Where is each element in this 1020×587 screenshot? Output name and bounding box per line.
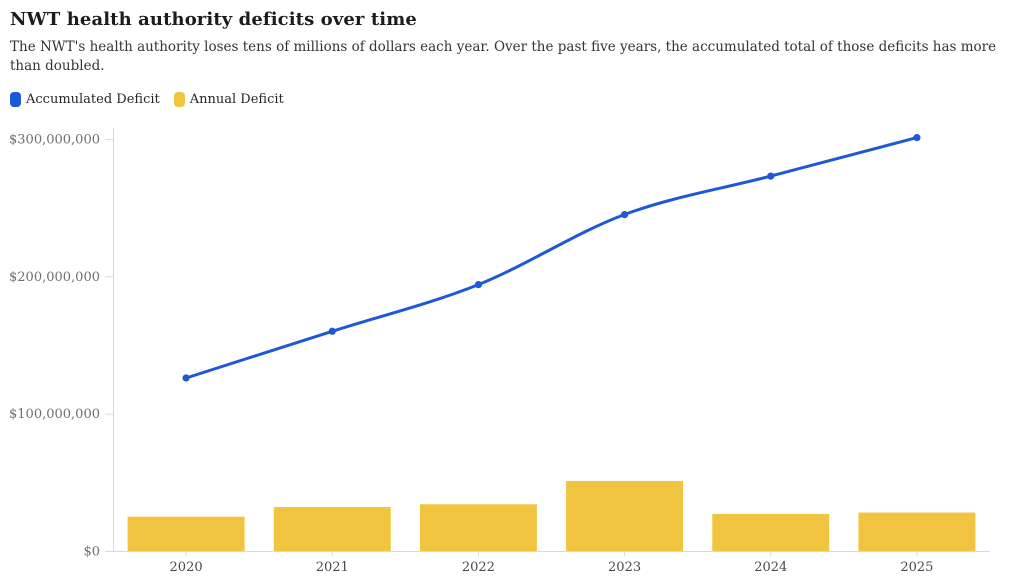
x-axis-label-2025: 2025 — [900, 560, 933, 575]
legend-item-annual-deficit: Annual Deficit — [173, 92, 284, 107]
accumulated-deficit-point-2021[interactable] — [328, 327, 336, 335]
chart-subtitle: The NWT's health authority loses tens of… — [10, 39, 997, 74]
annual-deficit-bar-2020[interactable] — [127, 516, 245, 551]
y-axis-label: $100,000,000 — [9, 407, 100, 422]
annual-deficit-bar-2024[interactable] — [712, 513, 830, 551]
legend-swatch-accumulated-icon — [10, 92, 21, 107]
y-axis-label: $0 — [83, 544, 100, 559]
y-axis-label: $200,000,000 — [9, 270, 100, 285]
legend-label-accumulated: Accumulated Deficit — [26, 92, 160, 107]
chart-title: NWT health authority deficits over time — [10, 9, 417, 30]
accumulated-deficit-point-2023[interactable] — [620, 210, 629, 219]
legend-label-annual: Annual Deficit — [189, 92, 284, 107]
legend-item-accumulated-deficit: Accumulated Deficit — [10, 92, 160, 107]
annual-deficit-bar-2021[interactable] — [273, 507, 391, 551]
x-axis-label-2023: 2023 — [608, 560, 641, 575]
annual-deficit-bar-2022[interactable] — [419, 504, 537, 551]
annual-deficit-bar-2023[interactable] — [566, 480, 684, 551]
x-axis-label-2021: 2021 — [316, 560, 349, 575]
annual-deficit-bar-2025[interactable] — [858, 512, 976, 551]
x-axis-label-2022: 2022 — [462, 560, 495, 575]
chart-legend: Accumulated Deficit Annual Deficit — [10, 92, 284, 107]
y-axis-label: $300,000,000 — [9, 132, 100, 147]
legend-swatch-annual-icon — [173, 92, 185, 107]
accumulated-deficit-point-2022[interactable] — [474, 280, 483, 289]
chart-header: NWT health authority deficits over time … — [10, 9, 1012, 76]
x-axis-label-2024: 2024 — [754, 560, 787, 575]
x-axis-label-2020: 2020 — [170, 560, 203, 575]
accumulated-deficit-point-2024[interactable] — [767, 172, 775, 180]
accumulated-deficit-point-2020[interactable] — [182, 374, 190, 382]
accumulated-deficit-point-2025[interactable] — [913, 134, 921, 142]
accumulated-deficit-line — [184, 136, 919, 380]
